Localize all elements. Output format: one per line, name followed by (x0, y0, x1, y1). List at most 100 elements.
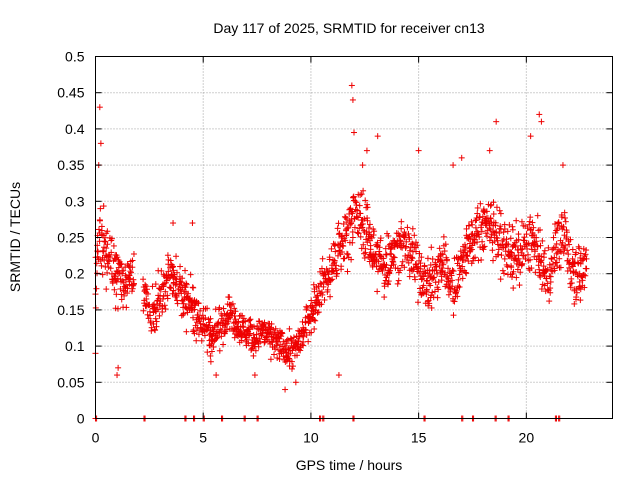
data-point (385, 232, 392, 239)
data-point (475, 230, 482, 237)
data-point (232, 308, 239, 315)
data-point (255, 318, 262, 325)
data-point (383, 274, 390, 281)
data-point (183, 328, 190, 335)
data-point (240, 324, 247, 331)
data-point (425, 297, 432, 304)
data-point (357, 210, 364, 217)
data-point (398, 225, 405, 232)
data-point (113, 291, 120, 298)
data-point (120, 279, 127, 286)
data-point (456, 283, 463, 290)
y-tick-label: 0.25 (57, 230, 84, 246)
data-point (461, 247, 468, 254)
data-point (547, 289, 554, 296)
data-point (315, 296, 322, 303)
data-point (564, 247, 571, 254)
data-point (496, 207, 503, 214)
data-point (362, 249, 369, 256)
data-point (574, 259, 581, 266)
data-point (147, 312, 154, 319)
data-point (354, 207, 361, 214)
data-point (313, 302, 320, 309)
y-axis-label: SRMTID / TECUs (7, 182, 23, 292)
data-point (364, 201, 371, 208)
data-point (493, 228, 500, 235)
data-point (363, 147, 370, 154)
data-point (515, 231, 522, 238)
data-point (207, 358, 214, 365)
data-point (494, 237, 501, 244)
data-point (440, 233, 447, 240)
data-point (210, 326, 217, 333)
data-point (126, 278, 133, 285)
data-point (444, 273, 451, 280)
data-point (154, 306, 161, 313)
data-point (444, 256, 451, 263)
data-point (152, 315, 159, 322)
data-point (325, 271, 332, 278)
data-point (216, 304, 223, 311)
data-point (268, 331, 275, 338)
data-point (322, 271, 329, 278)
data-point (449, 267, 456, 274)
data-point (289, 363, 296, 370)
data-point (373, 263, 380, 270)
data-point (538, 253, 545, 260)
data-point (352, 198, 359, 205)
data-point (536, 266, 543, 273)
data-point (468, 246, 475, 253)
data-point (213, 335, 220, 342)
data-point (405, 230, 412, 237)
data-point (166, 275, 173, 282)
data-point (409, 240, 416, 247)
data-point (509, 226, 516, 233)
data-point (348, 82, 355, 89)
data-point (103, 245, 110, 252)
data-point (362, 197, 369, 204)
data-point (342, 214, 349, 221)
y-tick-labels: 0 0.05 0.1 0.15 0.2 0.25 0.3 0.35 0.4 0.45 0.5 (57, 49, 84, 427)
data-point (149, 283, 156, 290)
data-point (431, 288, 438, 295)
data-point (538, 118, 545, 125)
data-point (127, 268, 134, 275)
data-point (164, 295, 171, 302)
data-point (511, 252, 518, 259)
data-point (508, 274, 515, 281)
data-point (428, 304, 435, 311)
data-point (319, 255, 326, 262)
data-point (174, 300, 181, 307)
data-point (464, 252, 471, 259)
data-point (311, 288, 318, 295)
data-point (551, 254, 558, 261)
y-tick-label: 0.5 (65, 49, 85, 65)
data-point (544, 280, 551, 287)
data-point (361, 254, 368, 261)
data-point (101, 238, 108, 245)
data-point (433, 263, 440, 270)
data-point (355, 230, 362, 237)
data-point (348, 209, 355, 216)
data-point (450, 268, 457, 275)
data-point (356, 202, 363, 209)
data-point (416, 269, 423, 276)
data-point (559, 162, 566, 169)
data-point (185, 290, 192, 297)
data-point (357, 233, 364, 240)
data-point (144, 290, 151, 297)
data-point (282, 386, 289, 393)
data-point (170, 220, 177, 227)
data-point (383, 251, 390, 258)
data-point (361, 215, 368, 222)
data-point (518, 218, 525, 225)
data-point (345, 224, 352, 231)
data-point (286, 325, 293, 332)
data-point (469, 221, 476, 228)
data-point (243, 336, 250, 343)
data-point (454, 293, 461, 300)
data-point (95, 248, 102, 255)
data-point (536, 111, 543, 118)
data-point (366, 221, 373, 228)
data-point (561, 209, 568, 216)
